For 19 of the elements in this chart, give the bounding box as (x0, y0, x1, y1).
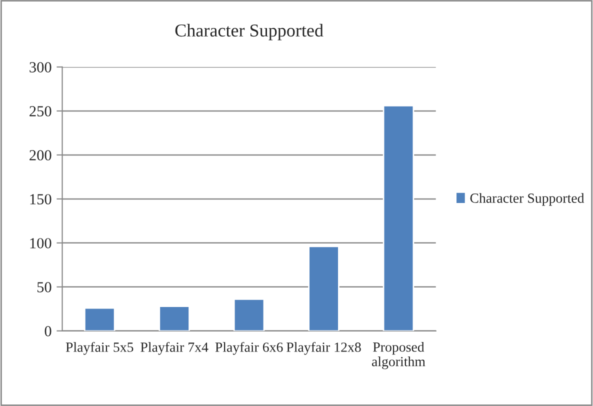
chart-title: Character Supported (175, 24, 324, 40)
bar (233, 298, 265, 331)
y-tick-label: 0 (44, 326, 52, 336)
bar (158, 306, 190, 331)
bar (84, 307, 116, 331)
x-tick-label: Playfair 7x4 (140, 342, 208, 355)
bar (382, 105, 414, 331)
legend-label: Character Supported (470, 193, 584, 206)
y-tick-label: 50 (37, 282, 52, 292)
x-tick-label: Proposed algorithm (372, 342, 426, 370)
y-tick-label: 100 (30, 238, 52, 248)
x-tick-label: Playfair 6x6 (215, 342, 283, 355)
y-tick-label: 300 (30, 62, 52, 72)
bar (308, 246, 340, 331)
y-tick-label: 200 (30, 150, 52, 160)
y-tick-label: 150 (30, 194, 52, 204)
x-tick-label: Playfair 5x5 (66, 342, 134, 355)
x-tick-label: Playfair 12x8 (286, 342, 361, 355)
y-tick-label: 250 (30, 106, 52, 116)
